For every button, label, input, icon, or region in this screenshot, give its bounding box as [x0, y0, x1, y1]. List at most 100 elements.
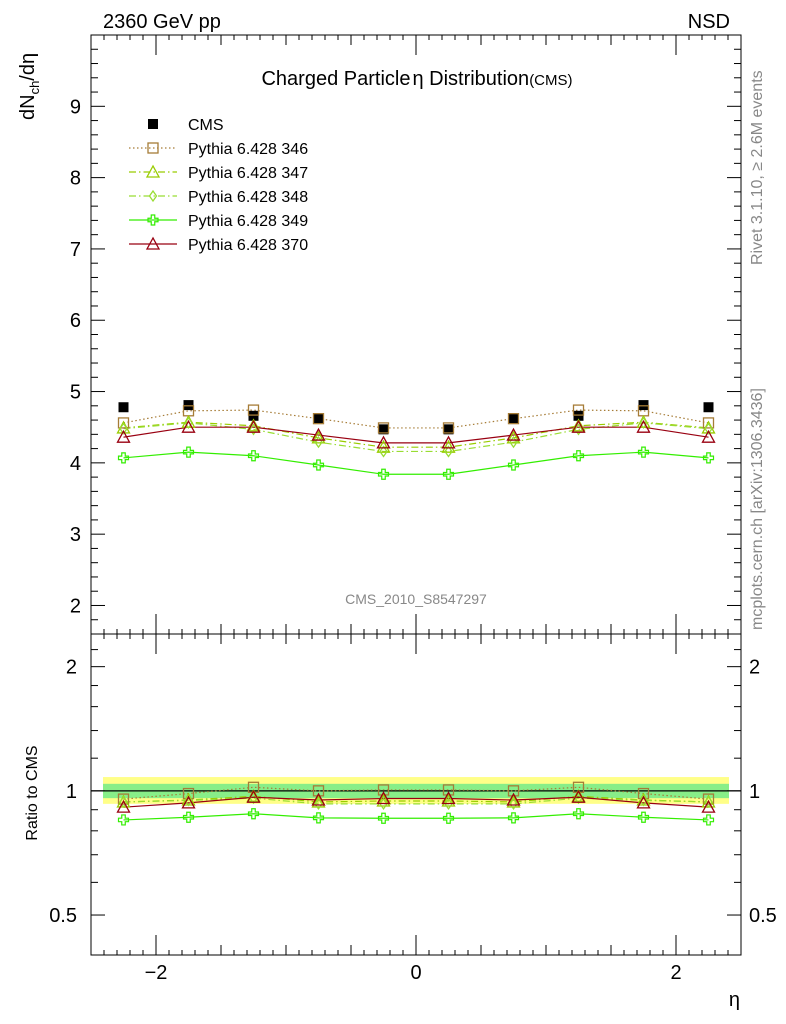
bottom-point-p370	[701, 799, 716, 813]
y-tick-label-top: 4	[70, 453, 81, 475]
bottom-point-p346	[117, 793, 130, 805]
analysis-watermark: CMS_2010_S8547297	[345, 591, 487, 607]
chart-title-main: Charged Particle	[261, 68, 410, 90]
bottom-point-p370	[441, 791, 456, 805]
top-point-p346	[312, 412, 325, 425]
top-point-p370	[311, 427, 326, 441]
bottom-point-p349	[377, 812, 390, 824]
bottom-series-line-p346	[123, 786, 709, 800]
top-point-p347	[506, 430, 521, 444]
bottom-point-p348	[704, 795, 713, 809]
legend-marker-p346	[147, 142, 159, 154]
chart-dynamic-layer: 2 3 4 5 6 7 8 9 0.5 0.5 1 1 2 2 −2 0 2 CMS Pythia 6.428 34…	[49, 34, 777, 984]
bottom-point-p349	[702, 814, 715, 826]
bottom-point-p370	[311, 792, 326, 806]
top-point-p349	[637, 446, 650, 458]
x-tick-label: 2	[670, 962, 681, 984]
top-point-p348	[119, 422, 128, 435]
bottom-point-p349	[572, 808, 585, 820]
top-point-cms	[118, 402, 129, 413]
bottom-point-p348	[119, 795, 128, 809]
bottom-series-line-p370	[123, 796, 709, 808]
bottom-point-p370	[116, 799, 131, 813]
top-point-p349	[442, 468, 455, 480]
chart-title-eta: η	[412, 68, 423, 90]
y-axis-label-top: dNch/dη	[17, 53, 42, 120]
top-point-p349	[377, 468, 390, 480]
top-point-p348	[249, 423, 258, 436]
legend-marker-p370	[145, 236, 161, 250]
y-tick-label-bottom: 1	[66, 781, 77, 803]
top-series-line-p349	[123, 451, 709, 475]
legend-marker-p349	[147, 214, 159, 226]
bottom-point-p349	[637, 811, 650, 823]
x-axis-label: η	[729, 989, 740, 1011]
top-series-line-p370	[123, 426, 709, 444]
legend-label-p348: Pythia 6.428 348	[188, 189, 308, 206]
top-point-p348	[574, 423, 583, 436]
top-point-cms	[248, 410, 259, 421]
bottom-point-p349	[442, 812, 455, 824]
top-point-cms	[508, 413, 519, 424]
top-point-p348	[704, 422, 713, 435]
bottom-point-p347	[376, 793, 391, 807]
top-point-p347	[441, 439, 456, 453]
legend-label-p349: Pythia 6.428 349	[188, 213, 308, 230]
legend-label-p346: Pythia 6.428 346	[188, 141, 308, 158]
top-point-p346	[442, 422, 455, 434]
bottom-point-p370	[571, 789, 586, 803]
top-point-p370	[506, 427, 521, 441]
top-point-p347	[246, 418, 261, 432]
legend-marker-p347	[145, 164, 161, 178]
top-point-p370	[181, 419, 196, 433]
y-tick-label-top: 3	[70, 524, 81, 546]
y-tick-label-bottom-right: 0.5	[749, 905, 777, 927]
top-point-p370	[246, 419, 261, 433]
top-point-cms	[313, 413, 324, 424]
bottom-point-p347	[311, 794, 326, 808]
bottom-point-p370	[506, 792, 521, 806]
y-tick-label-bottom: 0.5	[49, 905, 77, 927]
top-point-p370	[701, 429, 716, 443]
bottom-point-p349	[182, 811, 195, 823]
y-tick-label-top: 7	[70, 239, 81, 261]
top-point-p349	[572, 450, 585, 462]
y-axis-label-bottom: Ratio to CMS	[24, 745, 41, 840]
x-tick-label: −2	[145, 962, 168, 984]
legend-label-p347: Pythia 6.428 347	[188, 165, 308, 182]
top-point-p349	[117, 452, 130, 464]
bottom-point-p348	[184, 794, 193, 807]
top-point-cms	[703, 402, 714, 413]
top-point-p348	[444, 445, 453, 458]
legend-marker-p348	[148, 189, 158, 203]
top-point-p349	[312, 459, 325, 471]
bottom-point-p349	[247, 808, 260, 820]
side-text-rivet: Rivet 3.1.10, ≥ 2.6M events	[749, 70, 766, 265]
x-tick-label: 0	[410, 962, 421, 984]
top-series-line-p348	[123, 422, 709, 453]
bottom-series-line-p348	[123, 797, 709, 805]
bottom-point-p346	[637, 787, 650, 800]
top-point-cms	[573, 410, 584, 421]
bottom-point-p348	[639, 794, 648, 807]
top-point-p346	[247, 404, 260, 416]
side-text-mcplots: mcplots.cern.ch [arXiv:1306.3436]	[749, 388, 766, 630]
bottom-point-p348	[314, 797, 323, 810]
bottom-series-line-p349	[123, 813, 709, 821]
chart-title: Charged Particle η Distribution(CMS)	[261, 68, 572, 90]
top-point-cms	[183, 400, 194, 411]
bottom-point-p349	[312, 812, 325, 824]
y-tick-label-bottom-right: 1	[749, 781, 760, 803]
top-point-cms	[378, 424, 389, 435]
header-left: 2360 GeV pp	[103, 11, 221, 33]
chart-title-rest: Distribution	[424, 68, 530, 90]
y-tick-label-top: 8	[70, 168, 81, 190]
top-point-p347	[571, 418, 586, 432]
bottom-point-p370	[181, 795, 196, 809]
y-tick-label-top: 2	[70, 595, 81, 617]
y-tick-label-top: 9	[70, 96, 81, 118]
y-tick-label-top: 6	[70, 310, 81, 332]
legend-label-cms: CMS	[188, 117, 224, 134]
top-point-p347	[311, 430, 326, 444]
